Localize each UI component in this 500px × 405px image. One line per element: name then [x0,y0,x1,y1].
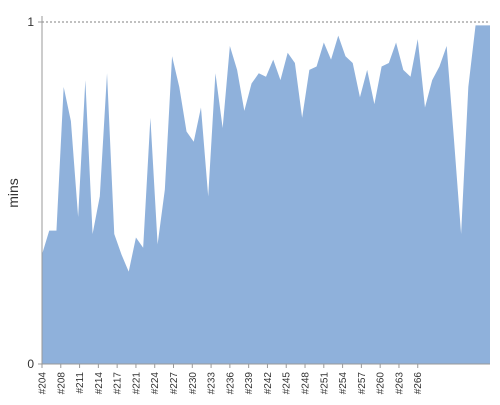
x-tick-label: #230 [188,372,199,395]
x-tick-label: #263 [394,372,405,395]
x-tick-label: #224 [150,372,161,395]
x-tick-label: #217 [113,372,124,395]
x-tick-label: #254 [338,372,349,395]
area-series-0 [42,25,490,364]
y-tick-label: 0 [27,357,34,371]
x-tick-label: #211 [75,372,86,394]
x-tick-label: #233 [207,372,218,395]
x-tick-label: #204 [38,372,49,395]
x-tick-label: #257 [357,372,368,395]
x-tick-label: #221 [131,372,142,395]
x-tick-label: #248 [301,372,312,395]
x-tick-label: #236 [225,372,236,395]
y-axis-label: mins [5,178,21,208]
x-tick-label: #208 [56,372,67,395]
x-tick-label: #214 [94,372,105,395]
x-tick-label: #227 [169,372,180,395]
x-tick-label: #245 [282,372,293,395]
x-tick-label: #242 [263,372,274,395]
x-tick-label: #239 [244,372,255,395]
x-tick-label: #260 [376,372,387,395]
x-tick-label: #251 [319,372,330,395]
x-tick-label: #266 [413,372,424,395]
y-tick-label: 1 [27,15,34,29]
